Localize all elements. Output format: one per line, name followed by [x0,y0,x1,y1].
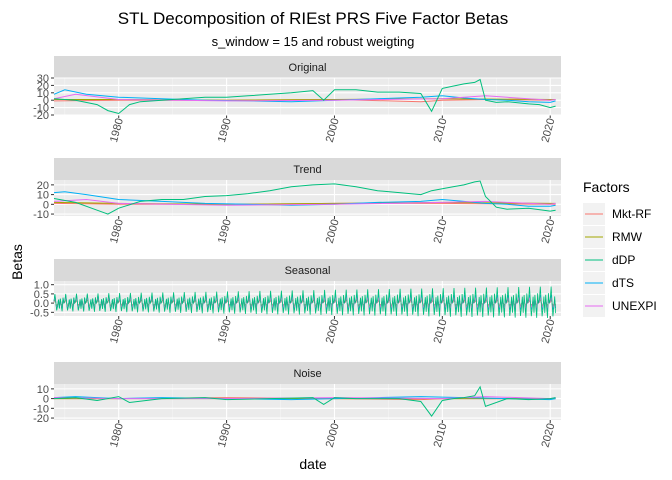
series-line-unexpi [53,93,556,102]
strip-label: Trend [293,164,321,176]
y-tick-label: -0.5 [30,307,49,319]
x-tick-label: 1990 [216,218,234,245]
x-tick-label: 1980 [108,318,126,345]
y-tick-label: 0 [43,394,49,406]
x-tick-label: 2010 [432,117,450,144]
x-tick-label: 2020 [540,318,558,345]
x-tick-label: 1990 [216,318,234,345]
x-tick-label: 2020 [540,117,558,144]
y-tick-label: 30 [37,73,49,85]
x-tick-label: 1980 [108,422,126,449]
x-tick-label: 1990 [216,422,234,449]
y-tick-label: -20 [33,413,49,425]
strip-label: Noise [293,368,321,380]
series-line-ddp [53,385,556,417]
panel-background [54,384,561,420]
y-tick-label: -20 [33,110,49,122]
y-axis-label: Betas [9,244,25,280]
x-axis-label: date [299,456,326,472]
series-line-ddp [53,78,556,115]
series-line-dts [53,191,556,207]
strip-background [54,56,561,78]
legend-title: Factors [583,179,630,195]
y-tick-label: 0.0 [34,298,49,310]
panel-background [54,180,561,216]
series-line-ddp [53,286,556,319]
x-tick-label: 2020 [540,422,558,449]
panel-seasonal: Seasonal 1980 1990 2000 2010 2020 1.00.50.0-0.… [30,259,561,345]
strip-background [54,158,561,180]
x-tick-label: 2010 [432,422,450,449]
y-tick-label: 1.0 [34,280,49,292]
y-tick-label: 10 [37,88,49,100]
y-tick-label: 20 [37,80,49,92]
series-line-ddp [53,180,556,215]
series-line-unexpi [53,198,556,206]
chart-subtitle: s_window = 15 and robust weigting [212,34,415,49]
legend-label: UNEXPI [612,299,657,313]
legend-label: dTS [612,276,634,290]
x-tick-label: 2000 [324,422,342,449]
x-tick-label: 2000 [324,218,342,245]
legend: Factors Mkt-RF RMW dDP dTS UNEXPI [583,179,657,317]
y-tick-label: -10 [33,209,49,221]
legend-label: RMW [612,230,643,244]
legend-label: Mkt-RF [612,207,651,221]
x-tick-label: 2000 [324,318,342,345]
y-tick-label: -10 [33,103,49,115]
x-tick-label: 2020 [540,218,558,245]
panel-noise: Noise 1980 1990 2000 2010 2020 100-10-20 [33,362,561,449]
x-tick-label: 2010 [432,318,450,345]
legend-label: dDP [612,253,635,267]
strip-background [54,362,561,384]
y-tick-label: 20 [37,180,49,192]
strip-label: Original [289,62,327,74]
strip-label: Seasonal [285,265,331,277]
x-tick-label: 1990 [216,117,234,144]
y-tick-label: 0 [43,199,49,211]
y-tick-label: 0.5 [34,289,49,301]
strip-background [54,259,561,281]
y-tick-label: 10 [37,190,49,202]
x-tick-label: 2000 [324,117,342,144]
chart-title: STL Decomposition of RIEst PRS Five Fact… [118,9,509,28]
y-tick-label: -10 [33,403,49,415]
x-tick-label: 1980 [108,117,126,144]
x-tick-label: 2010 [432,218,450,245]
x-tick-label: 1980 [108,218,126,245]
y-tick-label: 0 [43,95,49,107]
y-tick-label: 10 [37,384,49,396]
